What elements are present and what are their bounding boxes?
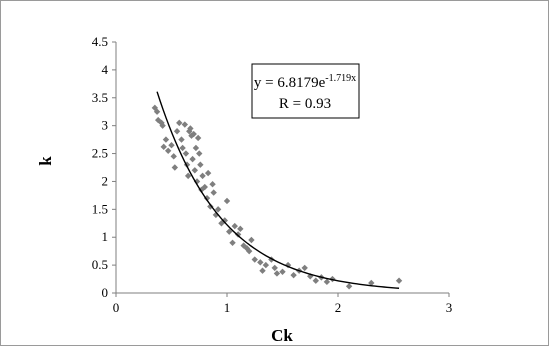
equation-exponent: -1.719x (325, 73, 356, 84)
data-point (223, 197, 231, 205)
data-point (190, 130, 197, 138)
y-tick-label: 0 (102, 285, 109, 300)
data-point (271, 264, 278, 272)
trendline (156, 91, 400, 289)
data-point (162, 136, 170, 143)
data-point (187, 125, 194, 132)
y-tick-label: 0.5 (92, 257, 108, 272)
equation-box: y = 6.8179e-1.719x R = 0.93 (251, 63, 360, 119)
data-point (186, 128, 193, 135)
data-point (214, 206, 222, 213)
data-point (178, 136, 185, 143)
data-point (226, 228, 233, 235)
data-point (345, 283, 353, 290)
y-tick-label: 3 (102, 118, 109, 133)
x-tick-label: 1 (224, 300, 231, 315)
data-point (231, 222, 238, 230)
data-point (160, 143, 167, 151)
data-point (395, 277, 403, 284)
data-point (221, 217, 228, 224)
x-tick-label: 0 (113, 300, 120, 315)
data-point (199, 172, 206, 180)
data-point (209, 181, 216, 188)
data-point (323, 278, 331, 286)
y-tick-label: 1 (102, 229, 109, 244)
data-point (248, 236, 255, 244)
y-tick-label: 1.5 (92, 201, 108, 216)
axes (112, 41, 450, 297)
data-point (153, 108, 161, 115)
data-point (368, 279, 375, 287)
data-point (173, 128, 181, 135)
y-axis-label: k (36, 156, 55, 166)
data-point (191, 167, 199, 174)
tick-labels: 0 0.5 1 1.5 2 2.5 3 3.5 4 4.5 0 1 2 3 (92, 34, 453, 315)
data-point (189, 155, 196, 163)
equation-text: y = 6.8179e-1.719x (254, 73, 356, 91)
data-point (246, 247, 253, 255)
y-tick-label: 4.5 (92, 34, 108, 49)
data-point (210, 189, 217, 196)
data-point (197, 161, 204, 168)
data-point (176, 119, 183, 127)
y-tick-label: 2 (102, 173, 109, 188)
y-tick-label: 2.5 (92, 146, 108, 161)
data-point (279, 268, 286, 276)
y-tick-label: 3.5 (92, 90, 108, 105)
data-point (204, 169, 212, 177)
x-tick-label: 3 (446, 300, 453, 315)
data-point (171, 164, 179, 171)
data-point (229, 239, 236, 246)
r-value-text: R = 0.93 (279, 96, 331, 112)
data-point (237, 225, 244, 233)
data-point (179, 144, 186, 152)
data-point (312, 277, 319, 284)
data-point (301, 264, 308, 272)
data-point (194, 134, 202, 142)
data-point (192, 144, 200, 152)
x-axis-label: Ck (271, 326, 293, 345)
x-tick-label: 2 (335, 300, 342, 315)
data-point (182, 150, 190, 157)
data-point (201, 183, 208, 191)
data-point (181, 121, 189, 128)
data-point (257, 259, 264, 266)
data-points (151, 104, 403, 290)
data-point (290, 271, 297, 279)
data-point (262, 261, 270, 269)
y-tick-label: 4 (102, 62, 109, 77)
data-point (207, 203, 214, 210)
data-point (184, 172, 192, 180)
data-point (234, 231, 242, 238)
data-point (273, 270, 281, 277)
data-point (259, 267, 266, 274)
equation-base: y = 6.8179e (254, 75, 326, 91)
data-point (170, 153, 177, 160)
data-point (196, 150, 203, 157)
data-point (251, 256, 258, 263)
data-point (164, 147, 172, 154)
data-point (159, 122, 166, 129)
data-point (168, 141, 175, 149)
